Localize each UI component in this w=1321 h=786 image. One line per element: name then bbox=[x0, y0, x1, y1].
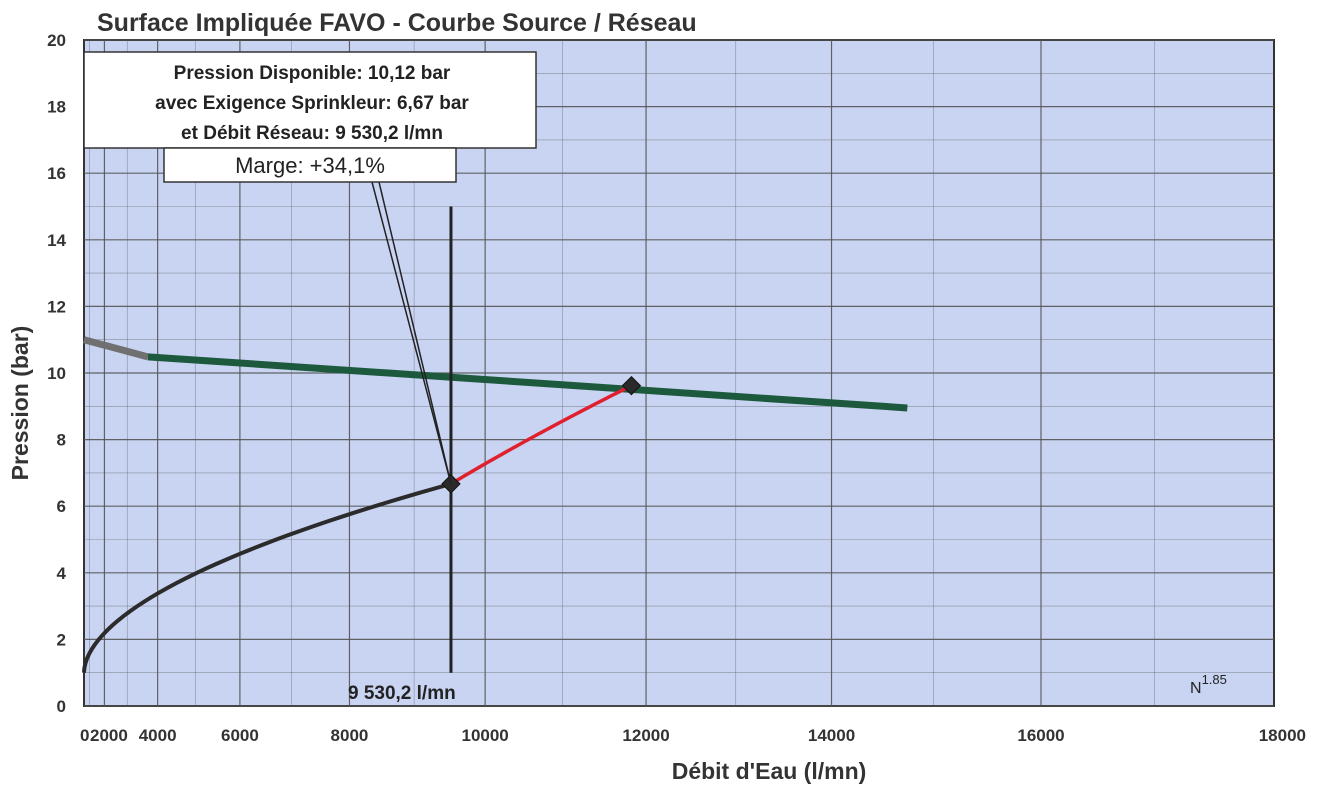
series-source bbox=[147, 353, 908, 412]
x-tick-label: 12000 bbox=[622, 726, 669, 745]
x-tick-label: 0 bbox=[80, 726, 89, 745]
y-tick-label: 6 bbox=[57, 497, 66, 516]
grid bbox=[84, 39, 1274, 707]
x-tick-label: 8000 bbox=[331, 726, 369, 745]
y-tick-label: 4 bbox=[57, 564, 67, 583]
series-source-start bbox=[83, 336, 149, 361]
x-tick-label: 6000 bbox=[221, 726, 259, 745]
chart-title: Surface Impliquée FAVO - Courbe Source /… bbox=[97, 9, 697, 37]
flow-value-label: 9 530,2 l/mn bbox=[348, 683, 456, 704]
annotation-callout: Pression Disponible: 10,12 bar avec Exig… bbox=[83, 51, 537, 485]
series-extension bbox=[450, 384, 633, 486]
margin-box bbox=[163, 147, 457, 183]
x-scale-base: N bbox=[1190, 680, 1202, 697]
y-tick-label: 20 bbox=[47, 31, 66, 50]
annotation-box bbox=[83, 51, 537, 149]
y-tick-label: 2 bbox=[57, 630, 66, 649]
y-tick-label: 0 bbox=[57, 697, 66, 716]
annotation-line: et Débit Réseau: 9 530,2 l/mn bbox=[181, 123, 443, 144]
series-layer bbox=[82, 336, 908, 673]
y-tick-label: 14 bbox=[47, 231, 66, 250]
y-tick-label: 12 bbox=[47, 297, 66, 316]
annotation-line: Pression Disponible: 10,12 bar bbox=[174, 63, 451, 84]
x-scale-exponent: 1.85 bbox=[1202, 672, 1227, 687]
x-tick-label: 14000 bbox=[808, 726, 855, 745]
y-axis-ticks: 0 2 4 6 8 10 12 14 16 18 20 bbox=[47, 31, 66, 716]
series-demand bbox=[82, 481, 452, 673]
annotation-line: avec Exigence Sprinkleur: 6,67 bar bbox=[155, 93, 469, 114]
x-tick-label: 16000 bbox=[1017, 726, 1064, 745]
margin-label: Marge: +34,1% bbox=[235, 153, 385, 178]
annotation-leader-line bbox=[378, 181, 452, 485]
x-tick-label: 10000 bbox=[461, 726, 508, 745]
x-tick-label: 4000 bbox=[139, 726, 177, 745]
x-tick-label: 2000 bbox=[90, 726, 128, 745]
x-scale-label: N1.85 bbox=[1190, 672, 1227, 697]
x-tick-label: 18000 bbox=[1259, 726, 1306, 745]
data-point-marker bbox=[621, 375, 642, 396]
x-axis-ticks: 0 2000 4000 6000 8000 10000 12000 14000 16000 180… bbox=[80, 726, 1306, 745]
y-tick-label: 18 bbox=[47, 98, 66, 117]
y-tick-label: 8 bbox=[57, 431, 66, 450]
y-tick-label: 16 bbox=[47, 164, 66, 183]
y-axis-label: Pression (bar) bbox=[7, 326, 33, 481]
y-tick-label: 10 bbox=[47, 364, 66, 383]
annotation-leader-line bbox=[371, 181, 452, 485]
x-axis-label: Débit d'Eau (l/mn) bbox=[672, 758, 867, 784]
